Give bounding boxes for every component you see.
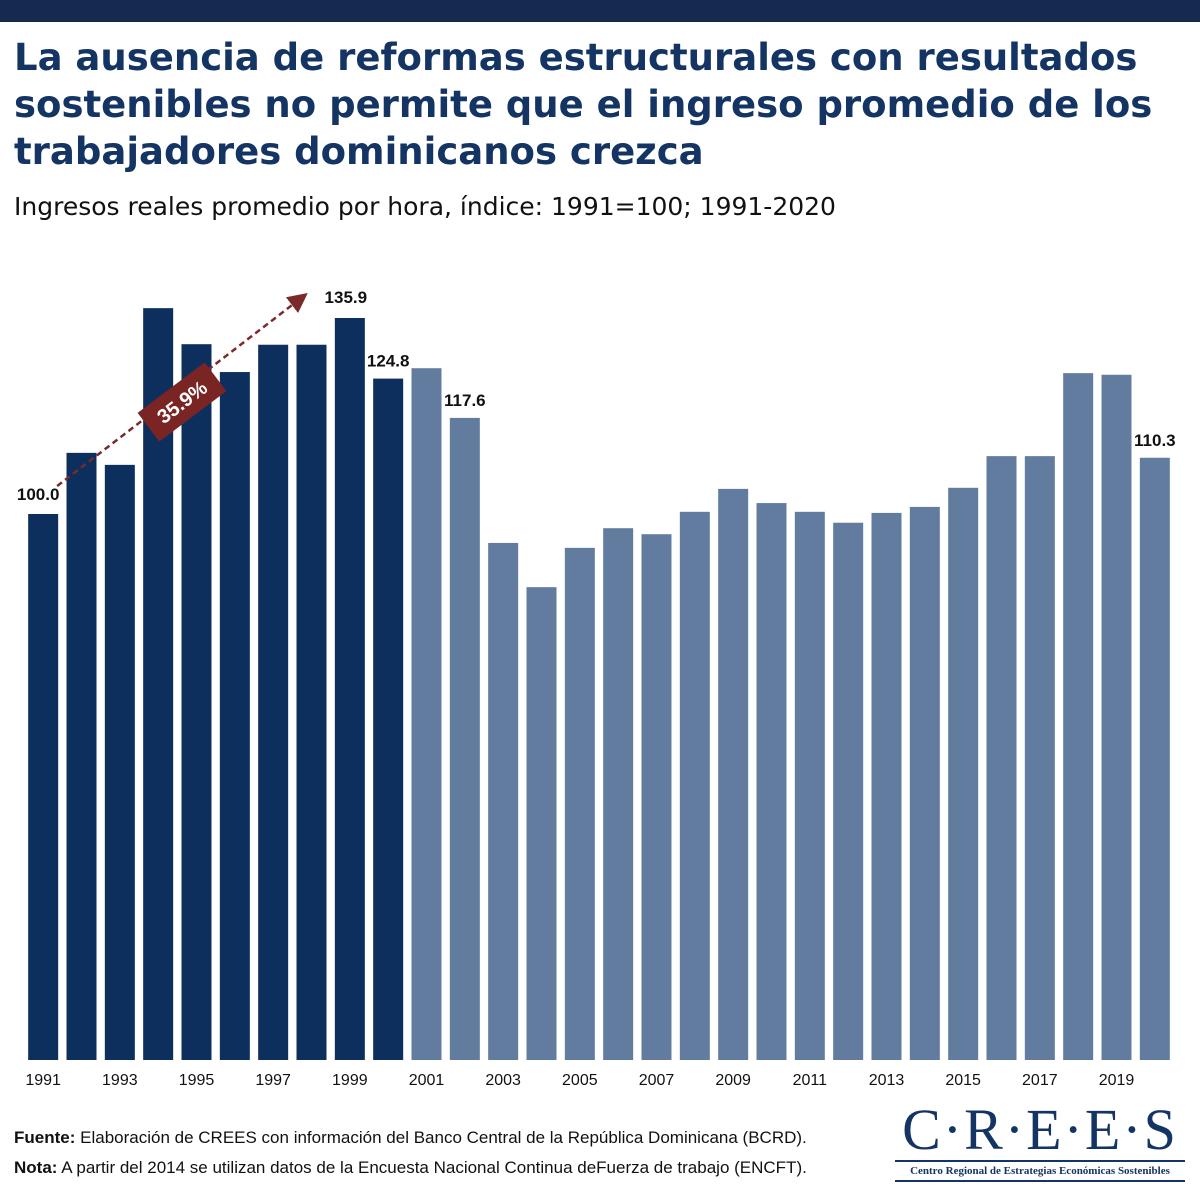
bar xyxy=(756,503,787,1061)
bar xyxy=(948,487,979,1060)
bar xyxy=(411,368,442,1060)
bar xyxy=(449,417,480,1060)
bar xyxy=(833,522,864,1060)
x-tick-label: 1997 xyxy=(255,1072,291,1089)
logo-subtitle: Centro Regional de Estrategias Económica… xyxy=(895,1160,1185,1182)
bar xyxy=(986,456,1017,1060)
bar xyxy=(1024,456,1055,1060)
bar xyxy=(296,344,327,1060)
bar xyxy=(564,547,595,1060)
source-line: Fuente: Elaboración de CREES con informa… xyxy=(14,1128,807,1148)
value-label: 110.3 xyxy=(1134,431,1176,450)
value-label: 135.9 xyxy=(325,288,368,307)
logo-name: C·R·E·E·S xyxy=(902,1097,1178,1162)
x-tick-label: 2013 xyxy=(869,1072,905,1089)
x-tick-label: 2015 xyxy=(945,1072,981,1089)
value-label: 124.8 xyxy=(367,352,410,371)
x-tick-label: 1993 xyxy=(102,1072,138,1089)
source-text: Elaboración de CREES con información del… xyxy=(80,1128,807,1147)
bar xyxy=(1101,374,1132,1060)
x-tick-label: 1999 xyxy=(332,1072,368,1089)
annotation-bg xyxy=(137,362,227,442)
bar xyxy=(66,452,97,1060)
bar xyxy=(334,317,365,1061)
bar xyxy=(794,511,825,1060)
bar xyxy=(718,488,749,1060)
bar xyxy=(603,528,634,1060)
bar xyxy=(641,534,672,1060)
bar xyxy=(219,372,250,1060)
bar xyxy=(871,512,902,1060)
bar xyxy=(488,542,519,1060)
x-tick-label: 1991 xyxy=(25,1072,61,1089)
x-tick-label: 2011 xyxy=(793,1072,828,1089)
logo: C·R·E·E·S Centro Regional de Estrategias… xyxy=(895,1100,1185,1182)
x-tick-label: 2007 xyxy=(639,1072,675,1089)
top-band xyxy=(0,0,1200,22)
bar xyxy=(909,506,940,1061)
bar xyxy=(1063,373,1094,1061)
value-label: 100.0 xyxy=(17,485,60,504)
note-text: A partir del 2014 se utilizan datos de l… xyxy=(61,1158,807,1177)
note-line: Nota: A partir del 2014 se utilizan dato… xyxy=(14,1158,807,1178)
value-label: 117.6 xyxy=(444,391,486,410)
bar xyxy=(1139,457,1170,1061)
chart-subtitle: Ingresos reales promedio por hora, índic… xyxy=(14,192,836,221)
x-tick-label: 2003 xyxy=(485,1072,521,1089)
bar xyxy=(679,511,710,1060)
x-tick-label: 2017 xyxy=(1022,1072,1058,1089)
x-tick-label: 2019 xyxy=(1099,1072,1135,1089)
note-label: Nota: xyxy=(14,1158,58,1177)
bar xyxy=(526,587,557,1060)
bar xyxy=(181,344,212,1061)
x-tick-label: 2001 xyxy=(409,1072,445,1089)
bar xyxy=(258,344,289,1060)
chart-title: La ausencia de reformas estructurales co… xyxy=(14,36,1153,173)
bar xyxy=(28,514,59,1060)
bar xyxy=(373,378,404,1060)
x-tick-label: 1995 xyxy=(179,1072,215,1089)
source-label: Fuente: xyxy=(14,1128,76,1147)
bar xyxy=(104,464,135,1060)
x-tick-label: 2005 xyxy=(562,1072,598,1089)
x-tick-label: 2009 xyxy=(715,1072,751,1089)
